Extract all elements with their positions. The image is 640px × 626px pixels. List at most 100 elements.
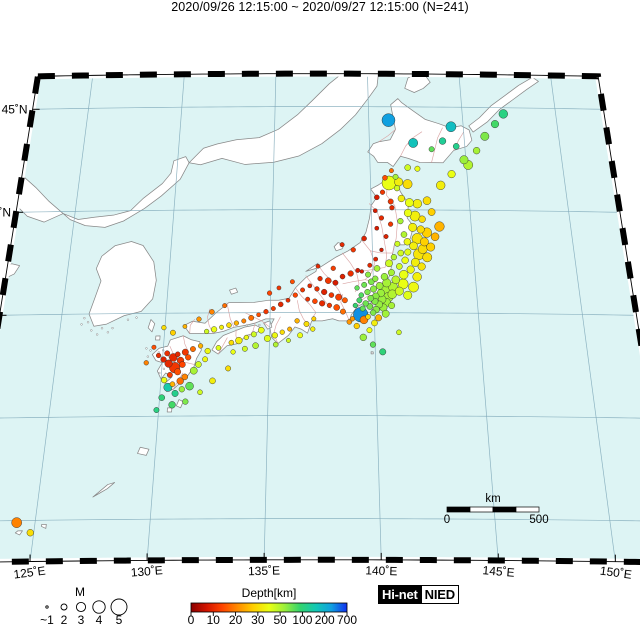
earthquake-marker-layer[interactable] (11, 109, 508, 537)
earthquake-marker[interactable] (307, 283, 313, 289)
earthquake-marker[interactable] (164, 350, 171, 357)
earthquake-marker[interactable] (445, 121, 457, 133)
earthquake-marker[interactable] (164, 359, 173, 368)
earthquake-marker[interactable] (166, 372, 173, 378)
earthquake-marker[interactable] (339, 242, 345, 248)
earthquake-marker[interactable] (370, 309, 377, 316)
earthquake-marker[interactable] (366, 303, 374, 310)
earthquake-marker[interactable] (412, 199, 422, 209)
earthquake-marker[interactable] (347, 270, 354, 277)
earthquake-marker[interactable] (258, 326, 265, 334)
earthquake-marker[interactable] (171, 390, 179, 397)
earthquake-marker[interactable] (319, 300, 326, 307)
earthquake-marker[interactable] (252, 342, 259, 349)
earthquake-marker[interactable] (390, 254, 397, 261)
earthquake-marker[interactable] (490, 120, 499, 129)
earthquake-marker[interactable] (408, 281, 419, 293)
earthquake-marker[interactable] (189, 366, 198, 375)
earthquake-marker[interactable] (328, 292, 335, 298)
earthquake-marker[interactable] (374, 225, 380, 231)
earthquake-marker[interactable] (202, 356, 208, 363)
earthquake-marker[interactable] (397, 194, 405, 203)
earthquake-marker[interactable] (366, 327, 373, 334)
earthquake-marker[interactable] (153, 407, 160, 413)
earthquake-marker[interactable] (178, 386, 185, 393)
earthquake-marker[interactable] (408, 222, 418, 232)
earthquake-marker[interactable] (151, 344, 157, 350)
earthquake-marker[interactable] (400, 231, 408, 238)
earthquake-marker[interactable] (436, 180, 446, 190)
earthquake-marker[interactable] (480, 131, 490, 141)
earthquake-marker[interactable] (397, 249, 405, 257)
earthquake-marker[interactable] (381, 113, 396, 127)
earthquake-marker[interactable] (349, 316, 356, 322)
earthquake-marker[interactable] (394, 240, 401, 247)
earthquake-marker[interactable] (250, 331, 257, 338)
earthquake-marker[interactable] (365, 271, 371, 278)
earthquake-marker[interactable] (243, 334, 249, 341)
earthquake-marker[interactable] (315, 263, 321, 269)
earthquake-marker[interactable] (353, 322, 360, 330)
earthquake-marker[interactable] (427, 208, 436, 216)
earthquake-marker[interactable] (401, 256, 409, 264)
earthquake-marker[interactable] (312, 298, 318, 305)
earthquake-marker[interactable] (418, 215, 426, 223)
earthquake-marker[interactable] (219, 324, 224, 330)
earthquake-marker[interactable] (286, 337, 291, 343)
earthquake-marker[interactable] (394, 286, 404, 296)
earthquake-marker[interactable] (397, 218, 404, 225)
earthquake-marker[interactable] (381, 309, 390, 318)
earthquake-marker[interactable] (226, 322, 232, 328)
earthquake-marker[interactable] (422, 252, 433, 263)
earthquake-marker[interactable] (498, 109, 508, 119)
earthquake-marker[interactable] (359, 333, 367, 341)
earthquake-marker[interactable] (371, 319, 378, 327)
earthquake-marker[interactable] (426, 242, 436, 252)
earthquake-marker[interactable] (365, 314, 371, 320)
earthquake-marker[interactable] (340, 308, 346, 315)
earthquake-marker[interactable] (169, 381, 176, 387)
earthquake-marker[interactable] (263, 309, 269, 315)
earthquake-marker[interactable] (380, 273, 389, 281)
earthquake-marker[interactable] (161, 325, 167, 331)
earthquake-marker[interactable] (270, 306, 276, 311)
earthquake-marker[interactable] (181, 373, 189, 381)
earthquake-marker[interactable] (297, 332, 304, 339)
earthquake-marker[interactable] (409, 241, 418, 251)
earthquake-marker[interactable] (361, 235, 367, 242)
earthquake-marker[interactable] (382, 175, 388, 181)
earthquake-marker[interactable] (181, 348, 189, 356)
earthquake-marker[interactable] (300, 287, 306, 293)
earthquake-marker[interactable] (279, 329, 285, 335)
earthquake-marker[interactable] (215, 345, 222, 351)
earthquake-marker[interactable] (422, 196, 432, 205)
earthquake-marker[interactable] (354, 285, 360, 291)
earthquake-marker[interactable] (404, 248, 412, 256)
earthquake-marker[interactable] (182, 324, 188, 329)
earthquake-marker[interactable] (387, 221, 394, 227)
earthquake-marker[interactable] (333, 304, 340, 311)
earthquake-marker[interactable] (179, 361, 186, 368)
earthquake-marker[interactable] (160, 356, 167, 363)
earthquake-marker[interactable] (430, 232, 440, 241)
earthquake-marker[interactable] (373, 256, 379, 262)
earthquake-marker[interactable] (271, 332, 278, 339)
earthquake-marker[interactable] (339, 273, 346, 280)
earthquake-marker[interactable] (412, 272, 422, 282)
earthquake-marker[interactable] (352, 302, 358, 309)
earthquake-marker[interactable] (287, 326, 293, 332)
earthquake-marker[interactable] (311, 316, 317, 322)
earthquake-marker[interactable] (403, 208, 412, 217)
earthquake-marker[interactable] (235, 336, 243, 345)
earthquake-marker[interactable] (155, 352, 162, 359)
earthquake-marker[interactable] (472, 147, 481, 155)
earthquake-marker[interactable] (361, 281, 368, 288)
earthquake-marker[interactable] (355, 267, 361, 273)
earthquake-marker[interactable] (292, 292, 298, 298)
earthquake-marker[interactable] (272, 341, 279, 348)
earthquake-marker[interactable] (332, 279, 339, 286)
earthquake-marker[interactable] (403, 238, 411, 246)
earthquake-marker[interactable] (372, 275, 379, 282)
earthquake-marker[interactable] (385, 259, 393, 268)
earthquake-marker[interactable] (317, 276, 323, 282)
